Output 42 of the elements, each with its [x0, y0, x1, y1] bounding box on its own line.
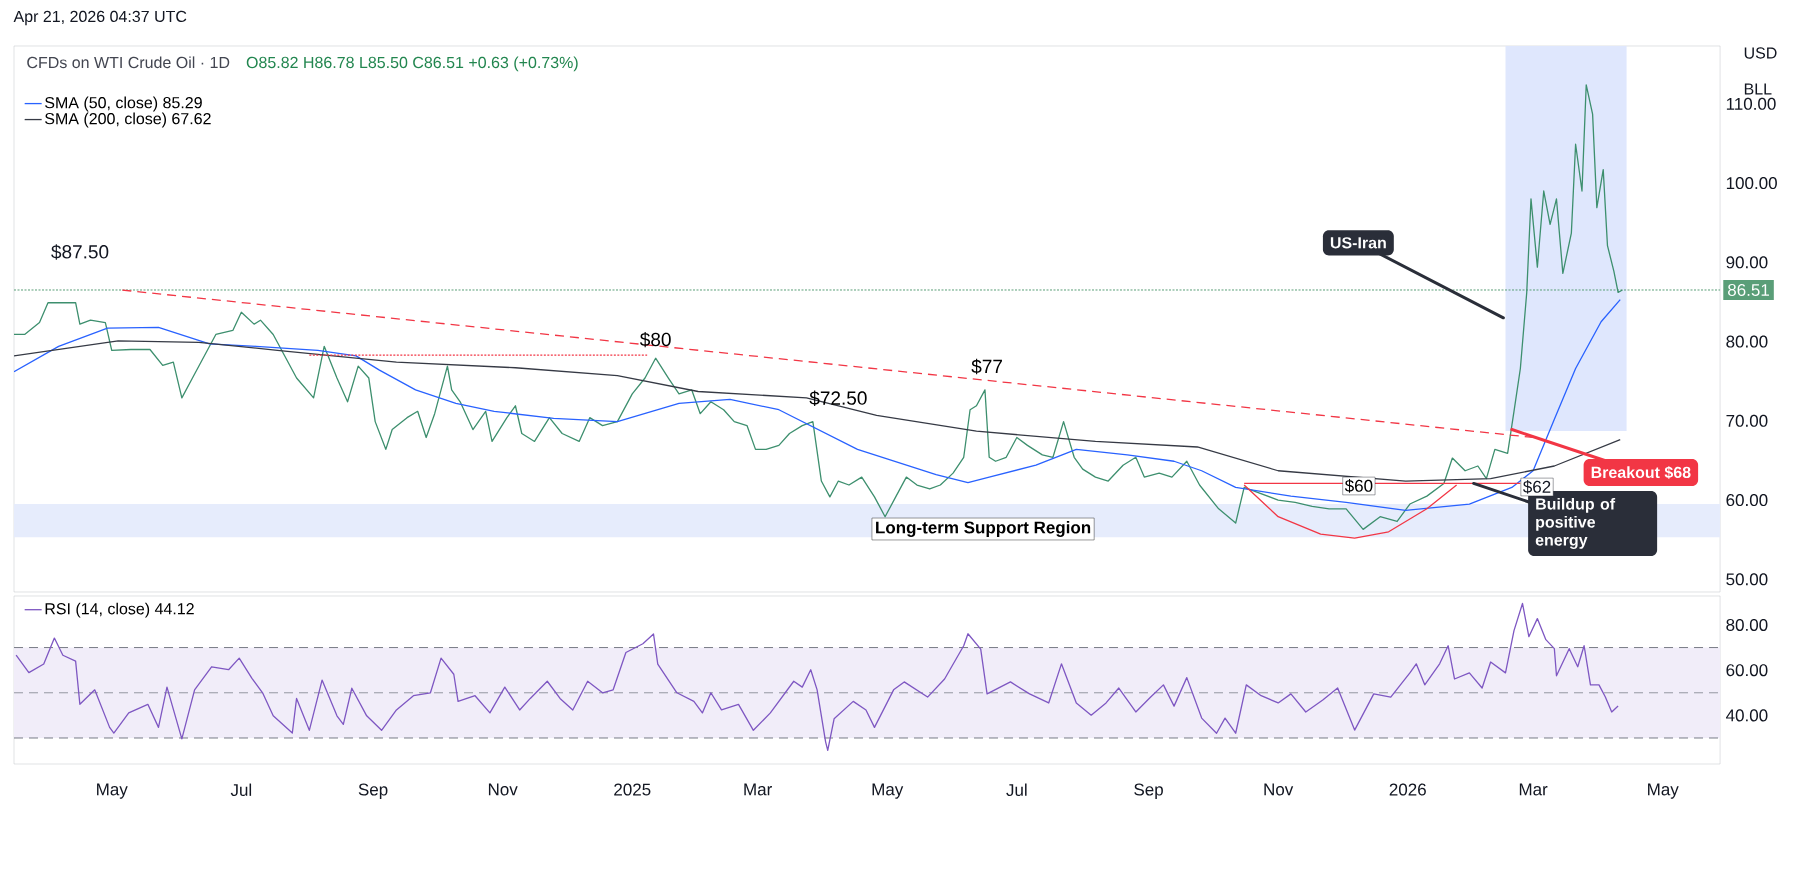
y-tick-label: 110.00	[1726, 97, 1776, 110]
text: O85.82 H86.78 L85.50 C86.51 +0.63 (+0.73%)	[246, 56, 578, 72]
legend-label: RSI (14, close) 44.12	[45, 602, 194, 618]
text: USD	[1744, 47, 1777, 59]
annotation: $60	[1344, 479, 1373, 493]
y-tick-label: 80.00	[1726, 618, 1768, 631]
y-tick-label: 40.00	[1726, 709, 1768, 722]
y-tick-label: 100.00	[1726, 177, 1777, 190]
text: Apr 21, 2026 04:37 UTC	[13, 10, 187, 26]
x-tick-label: Jul	[230, 783, 252, 797]
x-tick-label: Mar	[744, 783, 772, 796]
x-tick-label: 2026	[1389, 783, 1426, 796]
annotation: $77	[971, 358, 1002, 375]
band-label: Long-term Support Region	[876, 521, 1091, 537]
x-tick-label: Sep	[1134, 783, 1163, 799]
annotation: Buildup of positive energy	[1535, 497, 1616, 549]
y-tick-label: 80.00	[1726, 335, 1768, 348]
y-tick-label: 60.00	[1726, 494, 1768, 507]
y-tick-label: 90.00	[1726, 256, 1768, 269]
legend-label: SMA (50, close) 85.29	[45, 96, 202, 112]
ref-line-label: 86.51	[1728, 283, 1769, 297]
annotation: $87.50	[51, 244, 109, 260]
y-tick-label: 60.00	[1726, 664, 1768, 677]
x-tick-label: May	[97, 783, 128, 799]
text: BLL	[1744, 83, 1772, 95]
x-tick-label: May	[872, 783, 904, 799]
x-tick-label: Jul	[1006, 783, 1027, 797]
x-tick-label: Mar	[1519, 783, 1548, 796]
x-tick-label: Nov	[1264, 783, 1294, 796]
x-tick-label: Sep	[358, 783, 388, 799]
x-tick-label: Nov	[488, 783, 518, 796]
annotation: Breakout $68	[1591, 466, 1691, 480]
annotation: $62	[1523, 480, 1551, 494]
x-tick-label: May	[1648, 783, 1679, 799]
annotation: $72.50	[809, 390, 867, 406]
y-tick-label: 70.00	[1726, 414, 1768, 427]
y-tick-label: 50.00	[1726, 573, 1768, 586]
annotation: US-Iran	[1330, 237, 1386, 249]
legend-label: SMA (200, close) 67.62	[45, 112, 211, 128]
x-tick-label: 2025	[614, 783, 651, 796]
text: CFDs on WTI Crude Oil · 1D	[27, 56, 230, 69]
annotation: $80	[639, 331, 671, 348]
